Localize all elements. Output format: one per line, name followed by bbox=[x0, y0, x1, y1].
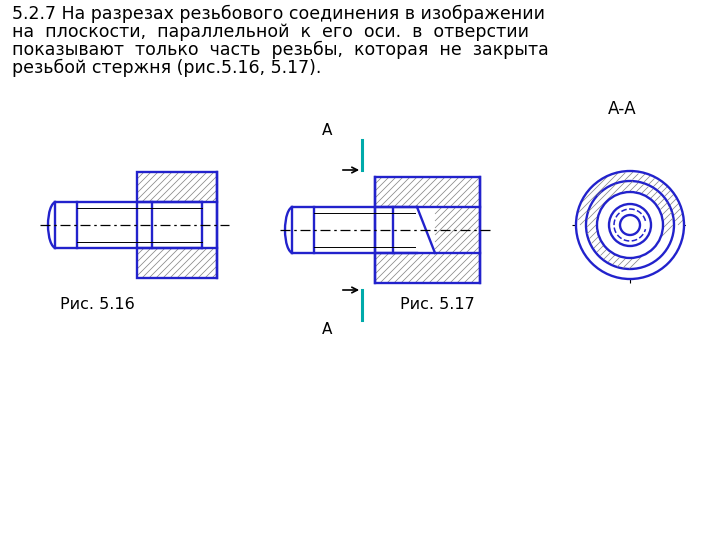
Bar bbox=[292, 207, 435, 253]
Bar bbox=[137, 202, 217, 248]
Circle shape bbox=[586, 181, 674, 269]
Bar bbox=[435, 207, 480, 253]
Text: Рис. 5.16: Рис. 5.16 bbox=[60, 297, 135, 312]
Circle shape bbox=[620, 215, 640, 235]
Circle shape bbox=[597, 192, 663, 258]
Circle shape bbox=[576, 171, 684, 279]
Bar bbox=[375, 207, 480, 253]
Text: на  плоскости,  параллельной  к  его  оси.  в  отверстии: на плоскости, параллельной к его оси. в … bbox=[12, 23, 529, 41]
Text: показывают  только  часть  резьбы,  которая  не  закрыта: показывают только часть резьбы, которая … bbox=[12, 41, 549, 59]
Bar bbox=[375, 177, 480, 283]
Circle shape bbox=[609, 204, 651, 246]
Bar bbox=[55, 202, 202, 248]
Text: резьбой стержня (рис.5.16, 5.17).: резьбой стержня (рис.5.16, 5.17). bbox=[12, 59, 321, 77]
Bar bbox=[137, 172, 217, 278]
Text: А-А: А-А bbox=[608, 100, 636, 118]
Text: 5.2.7 На разрезах резьбового соединения в изображении: 5.2.7 На разрезах резьбового соединения … bbox=[12, 5, 545, 23]
Text: А: А bbox=[322, 322, 332, 337]
Text: А: А bbox=[322, 123, 332, 138]
Text: Рис. 5.17: Рис. 5.17 bbox=[400, 297, 474, 312]
